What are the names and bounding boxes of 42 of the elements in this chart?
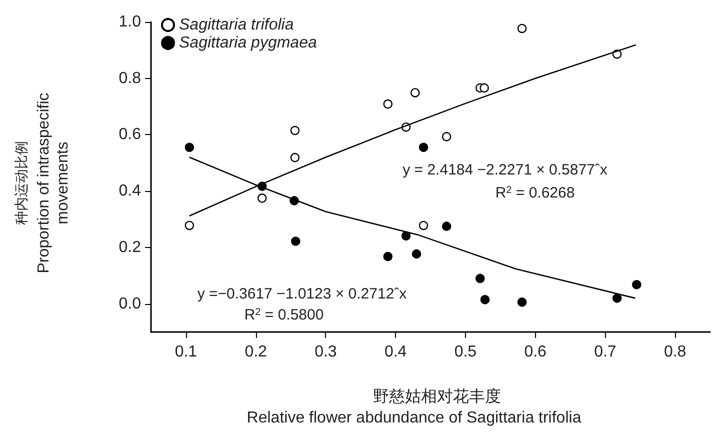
point xyxy=(412,249,422,259)
point xyxy=(184,220,194,230)
y-tick-label: 0.2 xyxy=(118,238,142,256)
point xyxy=(290,152,300,162)
y-tick-label: 0.4 xyxy=(118,182,142,200)
point xyxy=(476,274,485,284)
x-tick-label: 0.8 xyxy=(664,344,686,360)
x-axis-title: 野慈姑相对花丰度 Relative flower abdundance of Sagittaria trifolia xyxy=(246,386,582,426)
point xyxy=(442,132,452,142)
y-axis-title: 种内运动比例 Proportion of intraspecific movements xyxy=(14,92,72,274)
point xyxy=(517,298,527,307)
point xyxy=(480,294,490,304)
legend-label: Sagittaria pygmaea xyxy=(179,34,317,52)
point xyxy=(418,142,428,152)
point xyxy=(291,236,300,246)
point xyxy=(290,126,300,136)
x-tick-label: 0.2 xyxy=(244,344,268,360)
point xyxy=(612,294,622,303)
point xyxy=(442,222,452,231)
point xyxy=(383,252,392,262)
point xyxy=(418,220,428,230)
y-tick-label: 0.8 xyxy=(118,70,142,87)
x-tick-label: 0.6 xyxy=(524,344,547,360)
point xyxy=(401,231,411,240)
annotation: y =−0.3617 −1.0123 × 0.2712ˆx xyxy=(197,286,408,302)
legend-label: Sagittaria trifolia xyxy=(179,16,294,34)
x-tick-label: 0.5 xyxy=(454,344,477,360)
point xyxy=(383,99,392,109)
point xyxy=(184,142,194,152)
y-tick-label: 0.0 xyxy=(118,295,142,312)
x-tick-label: 0.7 xyxy=(594,344,616,360)
point xyxy=(480,83,489,93)
x-tick-label: 0.3 xyxy=(314,344,337,360)
annotation: y = 2.4184 −2.2271 × 0.5877ˆx xyxy=(402,162,608,178)
x-tick-label: 0.4 xyxy=(384,344,407,360)
point xyxy=(632,280,642,290)
y-tick-label: 0.6 xyxy=(118,126,142,144)
y-tick-label: 1.0 xyxy=(118,14,142,30)
point xyxy=(410,88,420,98)
x-tick-label: 0.1 xyxy=(174,344,198,360)
point xyxy=(517,24,527,34)
point xyxy=(258,194,267,203)
